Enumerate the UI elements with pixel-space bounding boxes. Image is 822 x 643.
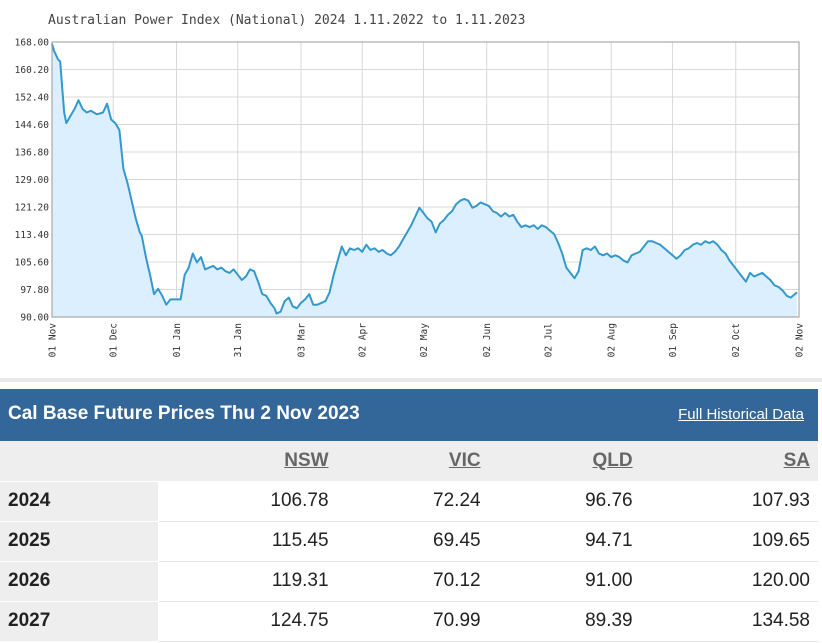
plot-frame: [51, 41, 800, 318]
price-cell: 124.75: [158, 601, 337, 642]
column-header-sa[interactable]: SA: [640, 441, 818, 482]
y-axis-ticks: 168.00 160.20 152.40 144.60 136.80 129.00 121.…: [15, 38, 50, 324]
price-cell: 109.65: [640, 521, 818, 562]
table-header-row: NSW VIC QLD SA: [0, 441, 818, 482]
table-header-bar: Cal Base Future Prices Thu 2 Nov 2023 Fu…: [0, 389, 818, 441]
x-tick-label: 02 Apr: [358, 323, 369, 358]
y-tick-label: 90.00: [20, 313, 49, 324]
price-cell: 106.78: [158, 481, 337, 522]
series-line: [51, 43, 798, 315]
table-row: 2026 119.31 70.12 91.00 120.00: [0, 561, 818, 602]
x-tick-label: 02 Oct: [731, 323, 742, 357]
x-tick-label: 02 Nov: [795, 323, 806, 358]
column-header-vic[interactable]: VIC: [336, 441, 489, 482]
price-cell: 94.71: [488, 521, 641, 562]
corner-cell: [0, 441, 158, 482]
x-tick-label: 01 Nov: [48, 323, 59, 358]
power-index-chart: Australian Power Index (National) 2024 1…: [0, 13, 822, 382]
table-row: 2027 124.75 70.99 89.39 134.58: [0, 601, 818, 642]
row-year: 2026: [0, 561, 159, 602]
price-cell: 70.99: [336, 601, 489, 642]
y-tick-label: 113.40: [15, 230, 50, 241]
x-tick-label: 02 May: [419, 323, 430, 358]
table-title: Cal Base Future Prices Thu 2 Nov 2023: [8, 403, 360, 424]
full-historical-data-link[interactable]: Full Historical Data: [678, 406, 804, 423]
price-cell: 107.93: [640, 481, 818, 522]
row-year: 2025: [0, 521, 159, 562]
price-cell: 119.31: [158, 561, 337, 602]
series-area-fill: [52, 43, 797, 318]
y-tick-label: 144.60: [15, 120, 50, 131]
price-cell: 134.58: [640, 601, 818, 642]
price-cell: 89.39: [488, 601, 641, 642]
x-tick-label: 01 Jan: [172, 323, 183, 357]
chart-series: [51, 43, 798, 318]
price-cell: 120.00: [640, 561, 818, 602]
y-tick-label: 121.20: [15, 203, 50, 214]
price-cell: 115.45: [158, 521, 337, 562]
x-tick-label: 02 Jun: [482, 323, 493, 357]
row-year: 2024: [0, 481, 159, 522]
x-tick-label: 01 Dec: [109, 323, 120, 357]
chart-title: Australian Power Index (National) 2024 1…: [48, 13, 525, 28]
y-tick-label: 152.40: [15, 93, 50, 104]
chart-canvas: Australian Power Index (National) 2024 1…: [15, 13, 806, 358]
y-tick-label: 160.20: [15, 65, 50, 76]
y-tick-label: 105.60: [15, 258, 50, 269]
price-cell: 72.24: [336, 481, 489, 522]
column-header-qld[interactable]: QLD: [488, 441, 641, 482]
futures-price-table: NSW VIC QLD SA 2024 106.78 72.24 96.76 1…: [0, 441, 818, 642]
y-tick-label: 136.80: [15, 148, 50, 159]
y-tick-label: 97.80: [20, 285, 49, 296]
table-row: 2025 115.45 69.45 94.71 109.65: [0, 521, 818, 562]
x-tick-label: 03 Mar: [297, 323, 308, 358]
x-axis-ticks: 01 Nov 01 Dec 01 Jan 31 Jan 03 Mar 02 Apr 02 M…: [48, 323, 806, 358]
x-tick-label: 01 Sep: [668, 323, 679, 358]
row-year: 2027: [0, 601, 159, 642]
y-tick-label: 168.00: [15, 38, 50, 49]
x-tick-label: 31 Jan: [233, 323, 244, 357]
price-cell: 70.12: [336, 561, 489, 602]
table-row: 2024 106.78 72.24 96.76 107.93: [0, 481, 818, 522]
price-cell: 69.45: [336, 521, 489, 562]
x-tick-label: 02 Aug: [607, 323, 618, 357]
price-cell: 96.76: [488, 481, 641, 522]
column-header-nsw[interactable]: NSW: [158, 441, 337, 482]
y-tick-label: 129.00: [15, 175, 50, 186]
x-tick-label: 02 Jul: [543, 323, 554, 357]
price-cell: 91.00: [488, 561, 641, 602]
